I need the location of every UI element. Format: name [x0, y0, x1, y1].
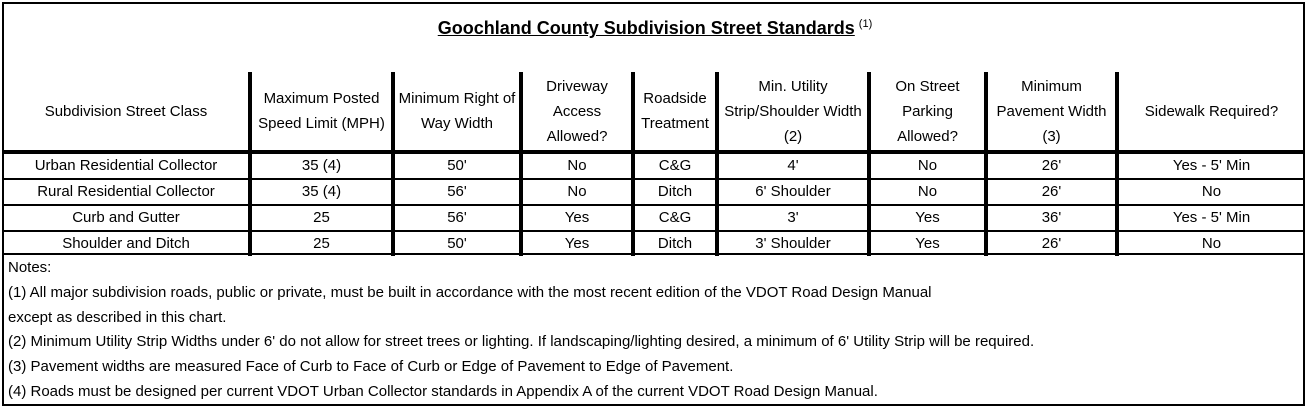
- note-line: except as described in this chart.: [8, 308, 227, 326]
- column-header: Roadside Treatment: [631, 72, 717, 152]
- notes-heading: Notes:: [8, 259, 52, 276]
- column-header: Minimum Right of Way Width: [391, 72, 521, 152]
- table-cell: Yes: [519, 231, 633, 256]
- street-standards-table: Subdivision Street Class Maximum Posted S…: [4, 72, 1304, 256]
- table-cell: Yes: [867, 231, 986, 256]
- table-cell: Rural Residential Collector: [4, 179, 250, 206]
- table-cell: 56': [391, 205, 521, 232]
- table-cell: 50': [391, 231, 521, 256]
- column-header: Maximum Posted Speed Limit (MPH): [248, 72, 393, 152]
- table-row: Curb and Gutter 25 56' Yes C&G 3' Yes 36' Yes - …: [4, 205, 1304, 232]
- table-cell: 50': [391, 152, 521, 180]
- table-cell: 25: [248, 231, 393, 256]
- table-cell: 26': [984, 152, 1117, 180]
- table-cell: C&G: [631, 205, 717, 232]
- table-cell: No: [519, 152, 633, 180]
- column-header: Subdivision Street Class: [44, 102, 208, 120]
- document-border: [2, 2, 1305, 406]
- table-cell: Shoulder and Ditch: [62, 235, 190, 252]
- table-cell: 25: [248, 205, 393, 232]
- table-cell: 35 (4): [248, 179, 393, 206]
- title-text: Goochland County Subdivision Street Stan…: [437, 18, 855, 38]
- table-cell: No: [867, 179, 986, 206]
- column-header: Min. Utility Strip/Shoulder Width (2): [715, 72, 869, 152]
- table-cell: 4': [715, 152, 869, 180]
- table-cell: C&G: [631, 152, 717, 180]
- notes-section: Notes: (1) All major subdivision roads, p…: [8, 256, 1034, 405]
- table-cell: 6' Shoulder: [715, 179, 869, 206]
- table-cell: No: [1115, 231, 1304, 256]
- table-cell: No: [519, 179, 633, 206]
- table-cell: Yes: [867, 205, 986, 232]
- table-cell: 56': [391, 179, 521, 206]
- note-line: (3) Pavement widths are measured Face of…: [8, 358, 734, 376]
- table-cell: No: [1115, 179, 1304, 206]
- note-line: (4) Roads must be designed per current V…: [8, 382, 878, 400]
- column-header: Minimum Pavement Width (3): [984, 72, 1117, 152]
- table-cell: Yes: [519, 205, 633, 232]
- title-footnote: (1): [858, 18, 873, 30]
- table-cell: Ditch: [631, 231, 717, 256]
- table-cell: 35 (4): [248, 152, 393, 180]
- table-cell: Urban Residential Collector: [4, 152, 250, 180]
- table-cell: No: [867, 152, 986, 180]
- note-line: (1) All major subdivision roads, public …: [8, 283, 932, 301]
- table-cell: 3' Shoulder: [715, 231, 869, 256]
- header-row: Subdivision Street Class Maximum Posted S…: [4, 72, 1304, 152]
- table-cell: Ditch: [631, 179, 717, 206]
- page-title: Goochland County Subdivision Street Stan…: [0, 18, 1310, 39]
- column-header: On Street Parking Allowed?: [867, 72, 986, 152]
- column-header: Driveway Access Allowed?: [519, 72, 633, 152]
- notes-divider: [4, 253, 1304, 255]
- table-row: Rural Residential Collector 35 (4) 56' No Di…: [4, 179, 1304, 206]
- table-row: Shoulder and Ditch 25 50' Yes Ditch 3' Should…: [4, 231, 1304, 256]
- table-row: Urban Residential Collector 35 (4) 50' No C&…: [4, 152, 1304, 180]
- table-cell: Curb and Gutter: [4, 205, 250, 232]
- table-cell: Yes - 5' Min: [1115, 205, 1304, 232]
- table-cell: 26': [984, 231, 1117, 256]
- table-cell: 36': [984, 205, 1117, 232]
- table-cell: 3': [715, 205, 869, 232]
- note-line: (2) Minimum Utility Strip Widths under 6…: [8, 333, 1035, 351]
- table-cell: 26': [984, 179, 1117, 206]
- table-cell: Yes - 5' Min: [1115, 152, 1304, 180]
- column-header: Sidewalk Required?: [1115, 72, 1304, 152]
